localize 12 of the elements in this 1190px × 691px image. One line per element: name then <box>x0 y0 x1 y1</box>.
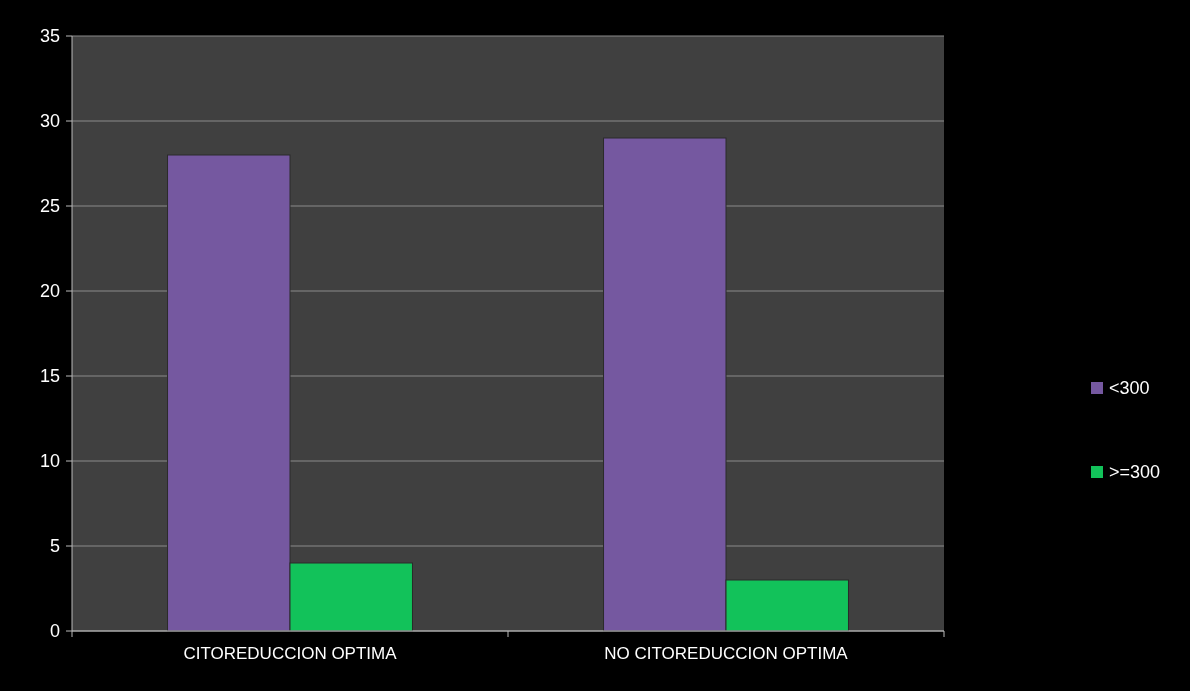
y-tick-label: 35 <box>39 26 60 47</box>
x-tick-label: CITOREDUCCION OPTIMA <box>183 644 398 663</box>
legend-label: <300 <box>1109 378 1150 399</box>
x-tick-label: NO CITOREDUCCION OPTIMA <box>604 644 849 663</box>
y-tick-label: 30 <box>39 111 60 132</box>
y-tick-label: 10 <box>39 451 60 472</box>
y-tick-label: 25 <box>39 196 60 217</box>
y-tick-label: 15 <box>39 366 60 387</box>
y-tick-label: 20 <box>39 281 60 302</box>
y-tick-label: 5 <box>49 536 60 557</box>
y-tick-label: 0 <box>49 621 60 642</box>
legend-label: >=300 <box>1109 462 1161 483</box>
